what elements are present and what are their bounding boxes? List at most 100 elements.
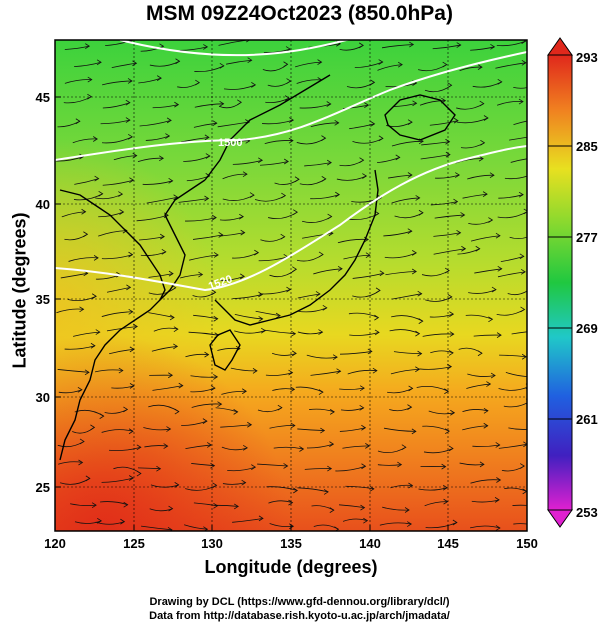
streamline-arrow bbox=[258, 316, 264, 322]
streamline-arrow bbox=[327, 213, 333, 220]
streamline bbox=[299, 103, 331, 109]
streamline-arrow bbox=[127, 134, 133, 140]
streamline bbox=[260, 161, 289, 166]
streamline bbox=[64, 45, 90, 50]
streamline-arrow bbox=[531, 374, 535, 379]
streamline-arrow bbox=[322, 304, 328, 311]
streamline-arrow bbox=[213, 502, 219, 509]
streamline-arrow bbox=[494, 497, 500, 503]
streamline bbox=[425, 522, 458, 529]
streamline-arrow bbox=[159, 233, 165, 240]
streamline-arrow bbox=[518, 191, 524, 198]
x-tick-145: 145 bbox=[437, 536, 459, 551]
streamline bbox=[181, 136, 209, 143]
streamline-arrow bbox=[87, 76, 93, 83]
streamline-arrow bbox=[490, 372, 496, 379]
streamline-arrow bbox=[288, 499, 294, 506]
streamline-arrow bbox=[85, 475, 91, 482]
streamline-arrow bbox=[293, 209, 298, 216]
streamline bbox=[111, 62, 137, 68]
streamline-arrow bbox=[288, 137, 294, 144]
colorbar-label-269: 269 bbox=[576, 321, 598, 336]
streamline bbox=[462, 193, 488, 199]
streamline-arrow bbox=[204, 134, 210, 141]
streamline bbox=[102, 136, 133, 144]
streamline-arrow bbox=[242, 445, 248, 451]
streamline-arrow bbox=[326, 159, 332, 166]
contour-label-1500: 1500 bbox=[218, 137, 242, 149]
streamline bbox=[102, 102, 130, 109]
streamline-arrow bbox=[397, 61, 403, 68]
streamline-arrow bbox=[318, 389, 324, 395]
streamline bbox=[459, 462, 484, 466]
streamline-arrow bbox=[241, 388, 247, 395]
streamline-arrow bbox=[98, 190, 104, 197]
streamline bbox=[496, 101, 524, 106]
streamline-arrow bbox=[539, 328, 543, 333]
streamline-arrow bbox=[329, 409, 335, 415]
streamline bbox=[106, 287, 131, 293]
streamline bbox=[144, 445, 168, 448]
streamline bbox=[349, 123, 375, 130]
streamline-arrow bbox=[118, 367, 124, 374]
streamline-arrow bbox=[128, 475, 134, 481]
streamline-arrow bbox=[280, 233, 286, 240]
streamline bbox=[227, 466, 256, 472]
streamline bbox=[101, 311, 133, 317]
streamline-arrow bbox=[361, 463, 367, 470]
streamline-arrow bbox=[327, 465, 333, 472]
streamline bbox=[192, 234, 223, 240]
streamline-arrow bbox=[195, 79, 201, 86]
colorbar: 293 285 277 269 261 253 bbox=[547, 37, 598, 528]
streamline-arrow bbox=[128, 251, 134, 258]
streamline-arrow bbox=[479, 461, 485, 468]
streamline bbox=[349, 332, 380, 336]
streamline bbox=[297, 487, 329, 493]
streamline-arrow bbox=[321, 135, 327, 141]
streamline bbox=[383, 230, 412, 237]
streamline-arrow bbox=[132, 323, 138, 330]
streamline-arrow bbox=[483, 115, 489, 121]
streamline bbox=[153, 327, 178, 332]
streamline-arrow bbox=[397, 461, 403, 468]
streamline bbox=[391, 140, 424, 147]
streamline-arrow bbox=[173, 326, 179, 333]
streamline bbox=[459, 66, 482, 72]
streamline-arrow bbox=[90, 424, 96, 431]
streamline-arrow bbox=[83, 231, 89, 238]
streamline-arrow bbox=[483, 407, 489, 414]
streamline-arrow bbox=[374, 314, 380, 321]
streamline-arrow bbox=[178, 382, 184, 389]
streamline bbox=[310, 370, 341, 376]
streamline-arrow bbox=[123, 406, 129, 413]
streamline-arrow bbox=[523, 208, 527, 215]
streamline-arrow bbox=[334, 119, 340, 126]
streamline bbox=[306, 443, 334, 449]
streamline-arrow bbox=[168, 505, 174, 512]
streamline bbox=[469, 525, 501, 529]
coastlines bbox=[59, 74, 456, 461]
streamline-arrow bbox=[174, 408, 180, 415]
streamline-arrow bbox=[173, 343, 179, 350]
streamline bbox=[183, 155, 211, 162]
streamline bbox=[193, 502, 218, 507]
streamline-arrow bbox=[519, 253, 525, 260]
streamline bbox=[339, 504, 365, 509]
streamline-arrow bbox=[198, 271, 204, 278]
streamline bbox=[498, 443, 527, 449]
streamline-arrow bbox=[205, 153, 211, 159]
streamline-arrow bbox=[478, 155, 484, 162]
streamline-arrow bbox=[284, 95, 290, 101]
streamline bbox=[498, 194, 524, 199]
streamline-arrow bbox=[332, 354, 338, 361]
streamline-arrow bbox=[292, 266, 298, 273]
streamline bbox=[180, 274, 203, 279]
streamline-arrow bbox=[456, 229, 462, 236]
streamline-arrow bbox=[87, 93, 93, 100]
streamline bbox=[456, 117, 489, 124]
streamline bbox=[145, 135, 170, 141]
streamline-arrow bbox=[321, 176, 327, 182]
streamline bbox=[467, 174, 494, 180]
streamline-arrow bbox=[491, 286, 497, 293]
map-title: MSM 09Z24Oct2023 (850.0hPa) bbox=[146, 2, 453, 25]
